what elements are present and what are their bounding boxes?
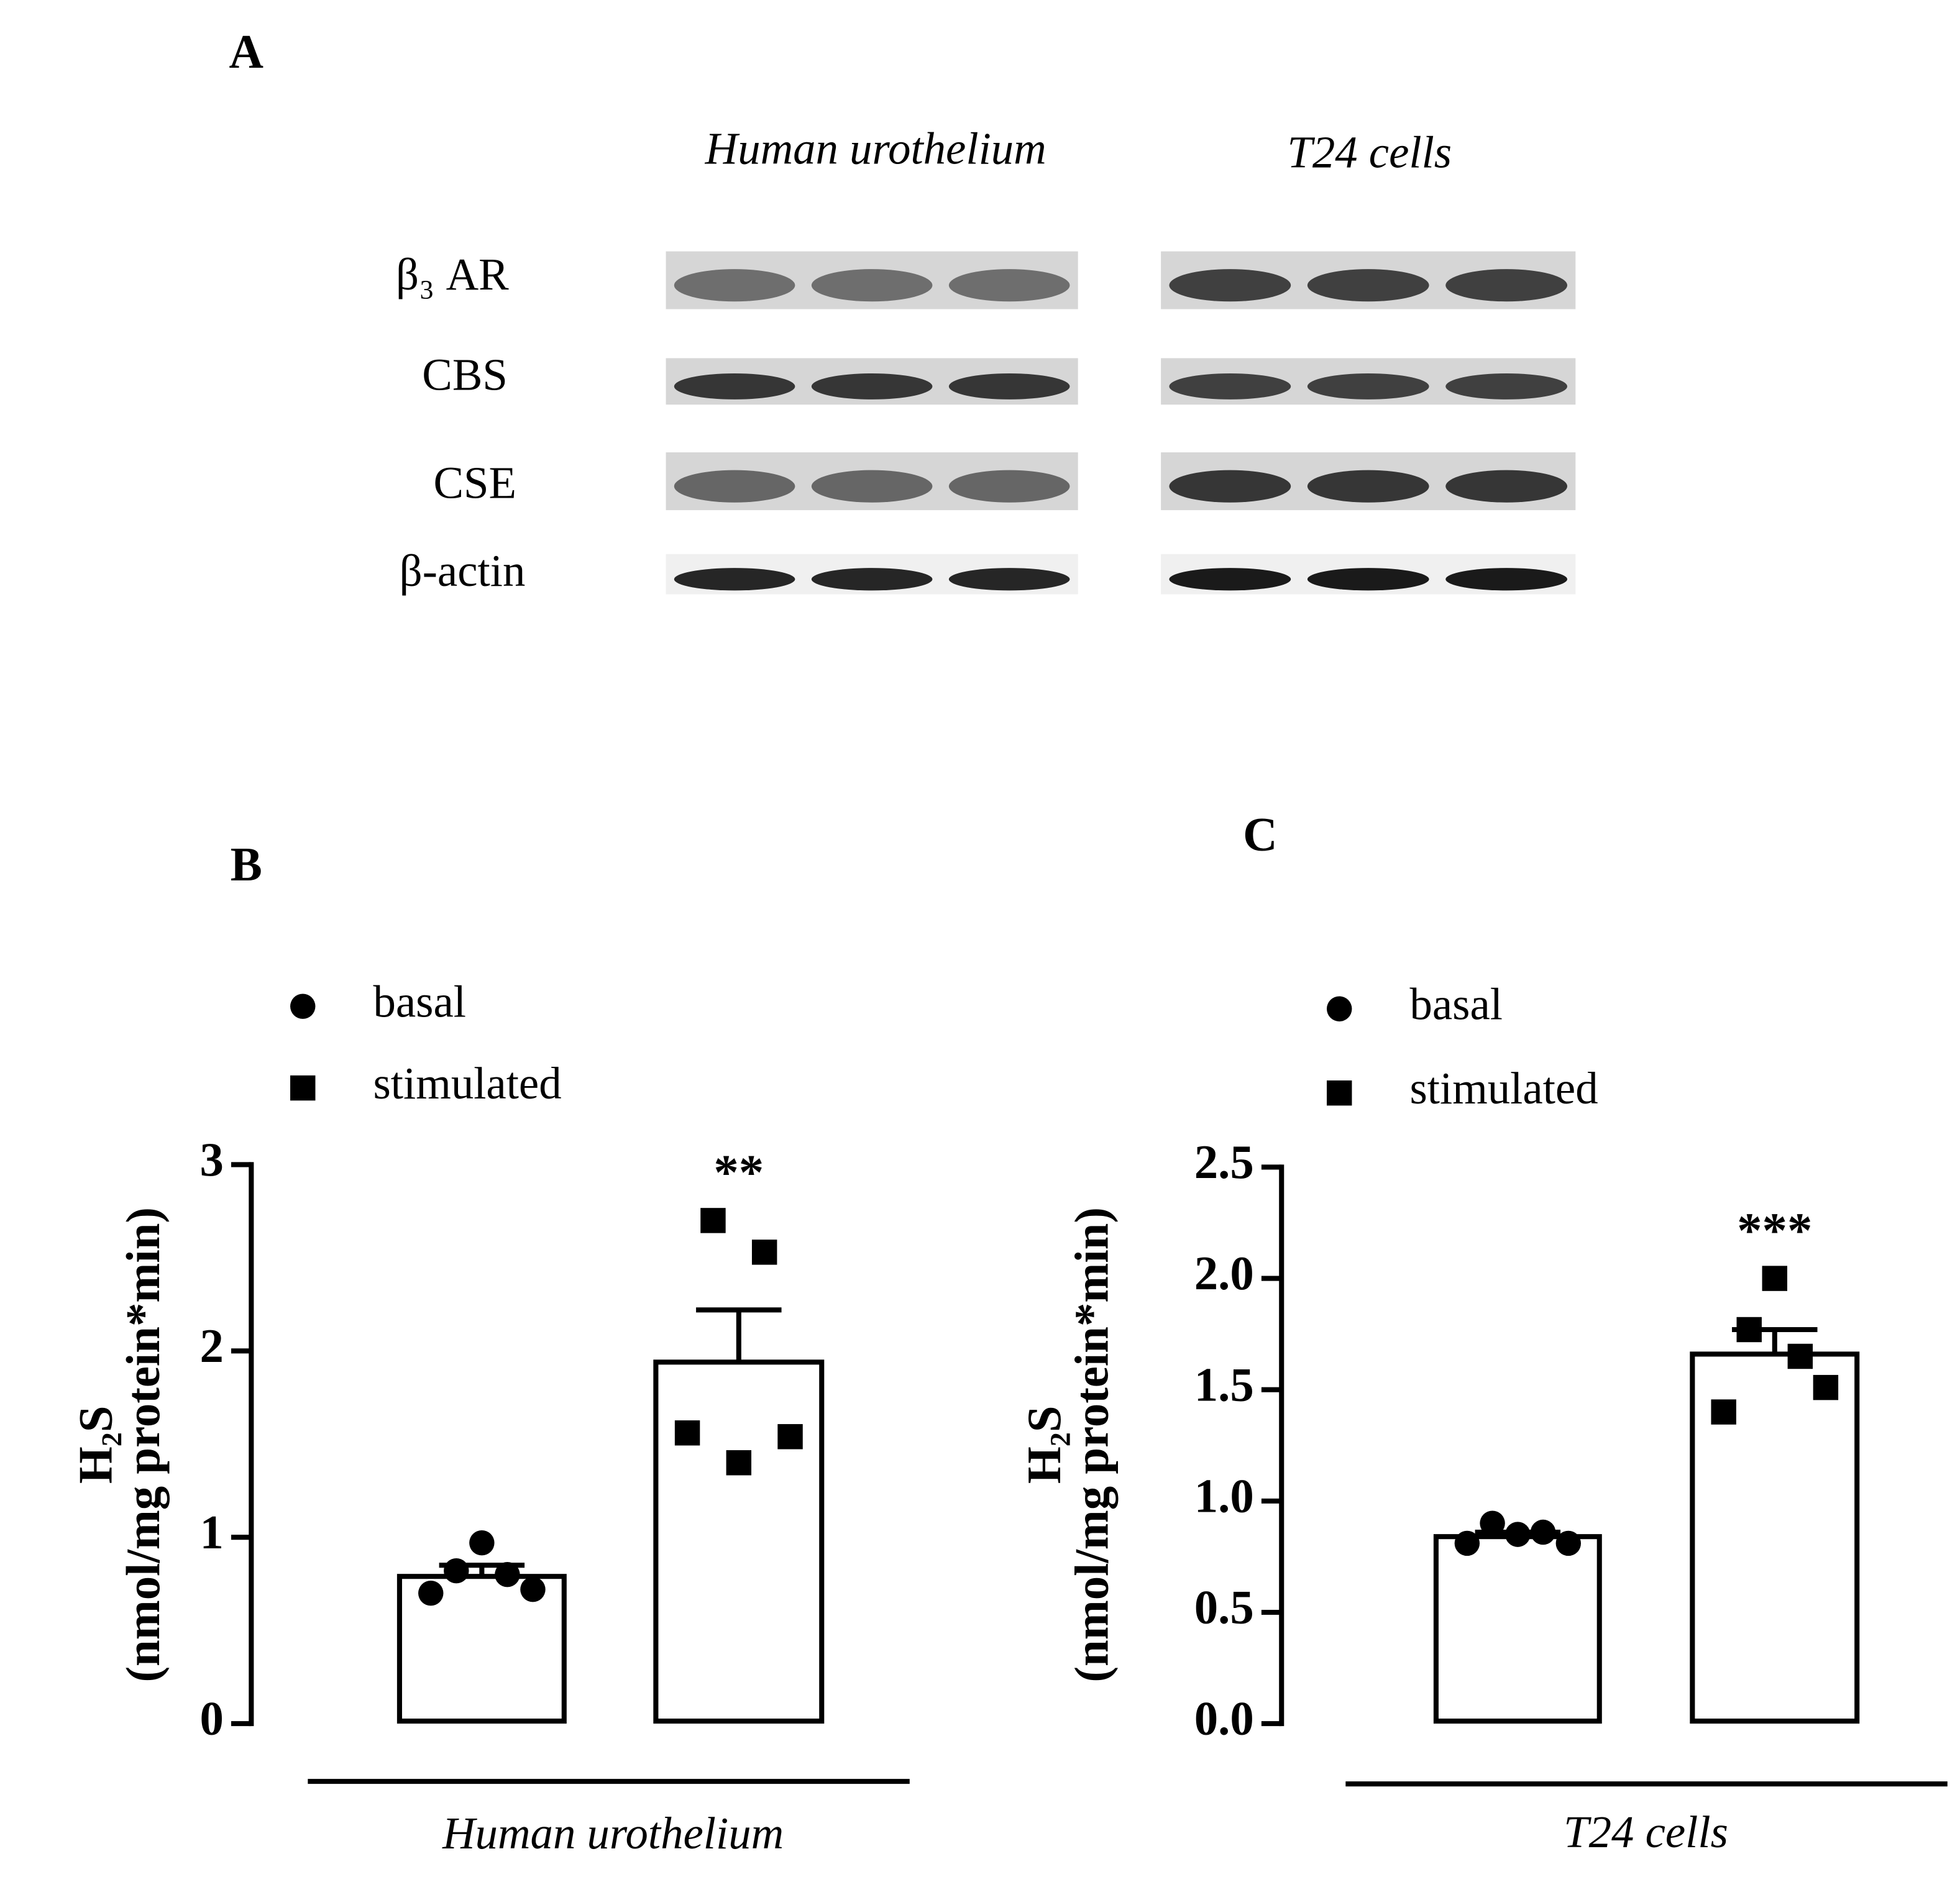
blot-band: [811, 568, 933, 591]
blot-band: [674, 269, 795, 302]
significance: **: [713, 1145, 764, 1200]
y-tick-label: 0: [199, 1692, 223, 1745]
blot-band: [948, 470, 1070, 503]
data-point: [777, 1424, 803, 1450]
blot-band: [1445, 568, 1567, 591]
bar: [653, 1359, 825, 1724]
blot-header: Human urothelium: [705, 124, 1046, 174]
data-point: [495, 1561, 520, 1587]
panel-label: A: [229, 25, 263, 78]
data-point: [418, 1580, 444, 1606]
blot-band: [1169, 470, 1291, 503]
data-point: [1505, 1522, 1531, 1547]
blot-row-label: CSE: [434, 457, 516, 508]
data-point: [520, 1576, 546, 1602]
legend-label: basal: [373, 976, 466, 1026]
bar: [1433, 1534, 1602, 1724]
x-axis-label: T24 cells: [1564, 1807, 1728, 1857]
y-tick-label: 2.5: [1194, 1136, 1254, 1189]
blot-band: [1307, 269, 1429, 302]
blot-row-label: CBS: [422, 350, 508, 400]
x-axis-label: Human urothelium: [442, 1808, 784, 1858]
data-point: [674, 1420, 700, 1446]
blot-band: [1169, 373, 1291, 400]
western-blot: [666, 251, 1576, 595]
blot-band: [948, 269, 1070, 302]
blot-row-label: β₃ AR: [396, 249, 509, 299]
y-tick-label: 1: [199, 1506, 223, 1559]
y-tick-label: 2: [199, 1320, 223, 1372]
error-bar: [696, 1307, 782, 1363]
data-point: [1736, 1317, 1762, 1343]
data-point: [1555, 1530, 1582, 1556]
y-axis-label: H₂S: [69, 1406, 122, 1484]
y-tick-label: 3: [199, 1133, 223, 1186]
legend-label: stimulated: [373, 1058, 561, 1108]
legend-marker: [1327, 1080, 1352, 1106]
data-point: [1454, 1530, 1480, 1556]
panel-label: C: [1243, 808, 1277, 861]
blot-band: [674, 470, 795, 503]
significance: ***: [1737, 1203, 1812, 1258]
data-point: [751, 1240, 777, 1265]
blot-band: [1307, 568, 1429, 591]
legend-marker: [1327, 996, 1352, 1021]
blot-band: [674, 373, 795, 400]
blot-band: [811, 373, 933, 400]
blot-band: [1445, 269, 1567, 302]
y-tick-label: 0.0: [1194, 1692, 1254, 1745]
data-point: [1480, 1510, 1505, 1536]
data-point: [726, 1450, 752, 1476]
panel-label: B: [231, 838, 262, 891]
y-tick-label: 1.5: [1194, 1358, 1254, 1411]
data-point: [469, 1530, 495, 1556]
blot-band: [948, 568, 1070, 591]
data-point: [1711, 1399, 1736, 1425]
blot-band: [948, 373, 1070, 400]
y-axis-label: (nmol/mg protein*min): [1066, 1207, 1119, 1683]
blot-header: T24 cells: [1287, 127, 1452, 178]
blot-band: [1307, 373, 1429, 400]
data-point: [700, 1208, 726, 1233]
blot-band: [1445, 470, 1567, 503]
y-tick-label: 2.0: [1194, 1247, 1254, 1300]
data-point: [1787, 1343, 1813, 1369]
blot-row-label: β-actin: [400, 546, 526, 596]
data-point: [1530, 1519, 1556, 1545]
blot-band: [1169, 269, 1291, 302]
y-tick-label: 1.0: [1194, 1469, 1254, 1522]
blot-band: [811, 470, 933, 503]
data-point: [444, 1558, 469, 1584]
data-point: [1762, 1266, 1788, 1291]
blot-band: [1307, 470, 1429, 503]
legend-marker: [290, 1075, 316, 1101]
legend-label: basal: [1409, 979, 1503, 1029]
blot-band: [674, 568, 795, 591]
legend-marker: [290, 993, 316, 1019]
data-point: [1813, 1374, 1839, 1400]
blot-band: [1169, 568, 1291, 591]
blot-band: [811, 269, 933, 302]
y-axis-label: H₂S: [1018, 1406, 1071, 1484]
blot-band: [1445, 373, 1567, 400]
legend-label: stimulated: [1409, 1063, 1598, 1113]
y-axis-label: (nmol/mg protein*min): [117, 1207, 170, 1683]
y-tick-label: 0.5: [1194, 1581, 1254, 1634]
